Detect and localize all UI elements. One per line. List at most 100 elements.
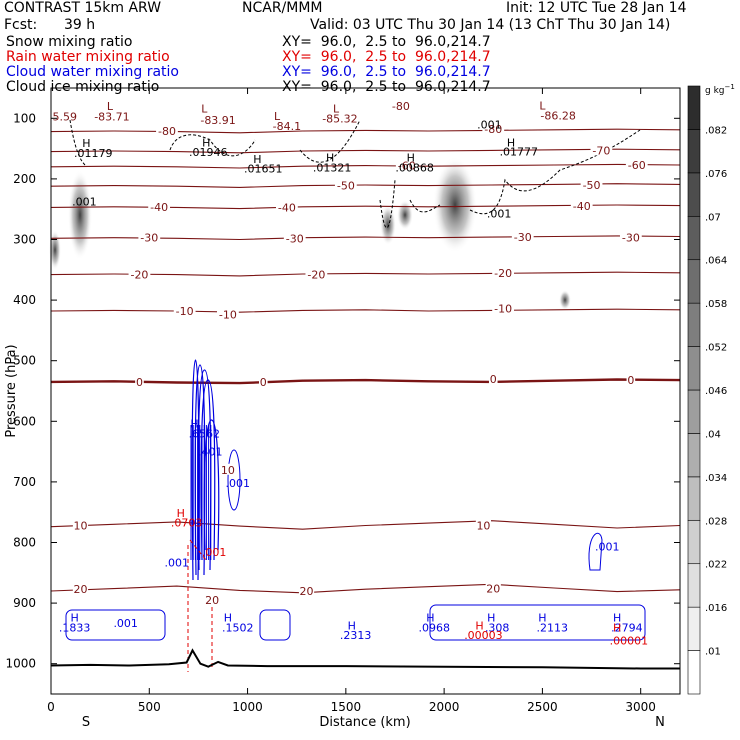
init-time: Init: 12 UTC Tue 28 Jan 14 [506,0,687,16]
contour-label: -40 [150,201,168,214]
extremum-label: .001 [487,207,512,220]
colorbar-tick-label: .07 [705,212,721,223]
contour-label: 20 [73,583,87,596]
extremum-label: -83.91 [200,114,235,127]
contour-label: -40 [573,200,591,213]
extremum-label: H [538,612,546,625]
contour-label-bg [258,375,268,387]
forecast-value: 39 h [64,17,96,33]
cloud-water-contour [429,604,646,641]
contour-label-bg [475,519,492,531]
contour-label-bg [334,179,357,191]
temperature-contours [50,128,681,594]
extremum-label: .1833 [59,621,91,634]
x-tick-label: 1500 [331,700,362,714]
contour-label: -80 [484,123,502,136]
extremum-label: -85.32 [322,112,357,125]
extremum-label: .00001 [610,635,649,648]
contour-label-bg [511,231,534,243]
contour-label: -50 [337,180,355,193]
contour-label: -30 [286,232,304,245]
extremum-label: H [326,152,334,165]
colorbar-swatch [687,85,701,130]
contour-label: 10 [73,520,87,533]
y-tick-label: 900 [13,596,36,610]
y-tick-label: 300 [13,233,36,247]
contour-label-bg [485,582,501,594]
y-tick-label: 500 [13,354,36,368]
extremum-label: -86.28 [540,109,575,122]
contour-label-bg [283,232,306,244]
contour-label-bg [570,200,593,212]
x-tick-label: 2500 [527,700,558,714]
contour-label: 0 [490,373,497,386]
colorbar-tick-label: .034 [705,473,727,484]
y-tick-label: 700 [13,475,36,489]
contour-0 [50,378,681,385]
x-tick-label: 2000 [429,700,460,714]
contour-label-bg [619,231,642,243]
contour-labels: 20 20 20 20 10 10 10 0 0 0 0 -10 -10 -10 -20 -20 -20 -30 -… [53,100,649,648]
rain-water-contour [189,539,207,561]
contour-label: 10 [476,520,490,533]
contour-label: 0 [627,374,634,387]
forecast-label: Fcst: [4,17,38,33]
extremum-label: H [613,621,621,634]
y-tick-label: 400 [13,293,36,307]
x-end-label-left: S [82,715,90,730]
contour-label-bg [72,519,89,531]
contour-label-bg [626,374,636,386]
x-tick-label: 1000 [232,700,263,714]
y-tick-label: 800 [13,536,36,550]
field-cloudwater-name: Cloud water mixing ratio [6,64,179,80]
extremum-label: .001 [72,195,97,208]
contour-label-bg [305,268,328,280]
contour-label-bg [389,100,412,112]
contour-label: 20 [486,583,500,596]
contour-label: 10 [221,464,235,477]
colorbar-tick-label: .058 [705,299,727,310]
extremum-label: .001 [225,477,250,490]
colorbar-tick-label: .016 [705,603,727,614]
x-tick-label: 3000 [625,700,656,714]
contour-label-bg [625,158,648,170]
cloud-water-contour [259,609,291,641]
organization: NCAR/MMM [242,0,323,16]
x-tick-label: 0 [47,700,55,714]
colorbar-tick-label: .022 [705,560,727,571]
extremum-label: .00868 [395,161,434,174]
model-name: CONTRAST 15km ARW [4,0,162,16]
extremum-label: H [487,612,495,625]
extremum-label: -84.1 [273,120,301,133]
extremum-label: .001 [202,546,227,559]
extremum-label: H [475,620,483,633]
terrain-surface [50,648,680,670]
extremum-label: .01179 [74,147,113,160]
ice-shading-blob [559,290,571,310]
contour-label: -20 [130,269,148,282]
colorbar-tick-label: .052 [705,343,727,354]
colorbar-swatch [687,389,701,434]
contour--10 [50,308,681,313]
field-snow-name: Snow mixing ratio [6,34,133,50]
contour-label: 20 [300,585,314,598]
extremum-label: L [201,103,208,116]
contour-label: -80 [392,100,410,113]
contour-10 [50,520,681,530]
axes: 0 500 1000 1500 2000 2500 30001002003004005006… [4,88,680,730]
extremum-label: .0968 [419,621,451,634]
contour-label-bg [275,201,298,213]
extremum-label: .1502 [222,621,254,634]
x-end-label-right: N [655,715,665,730]
contour-label-bg [482,123,505,135]
contour-label: 20 [205,594,219,607]
extremum-label: H [202,137,210,150]
cloud-water-contour [65,609,166,641]
extremum-label: .2313 [340,629,372,642]
contour-label-bg [590,144,613,156]
colorbar-tick-label: .082 [705,125,727,136]
cloud-water-contour [200,379,216,561]
contour-label-bg [395,159,418,171]
y-axis-label: Pressure (hPa) [4,344,19,437]
extremum-label: H [253,153,261,166]
